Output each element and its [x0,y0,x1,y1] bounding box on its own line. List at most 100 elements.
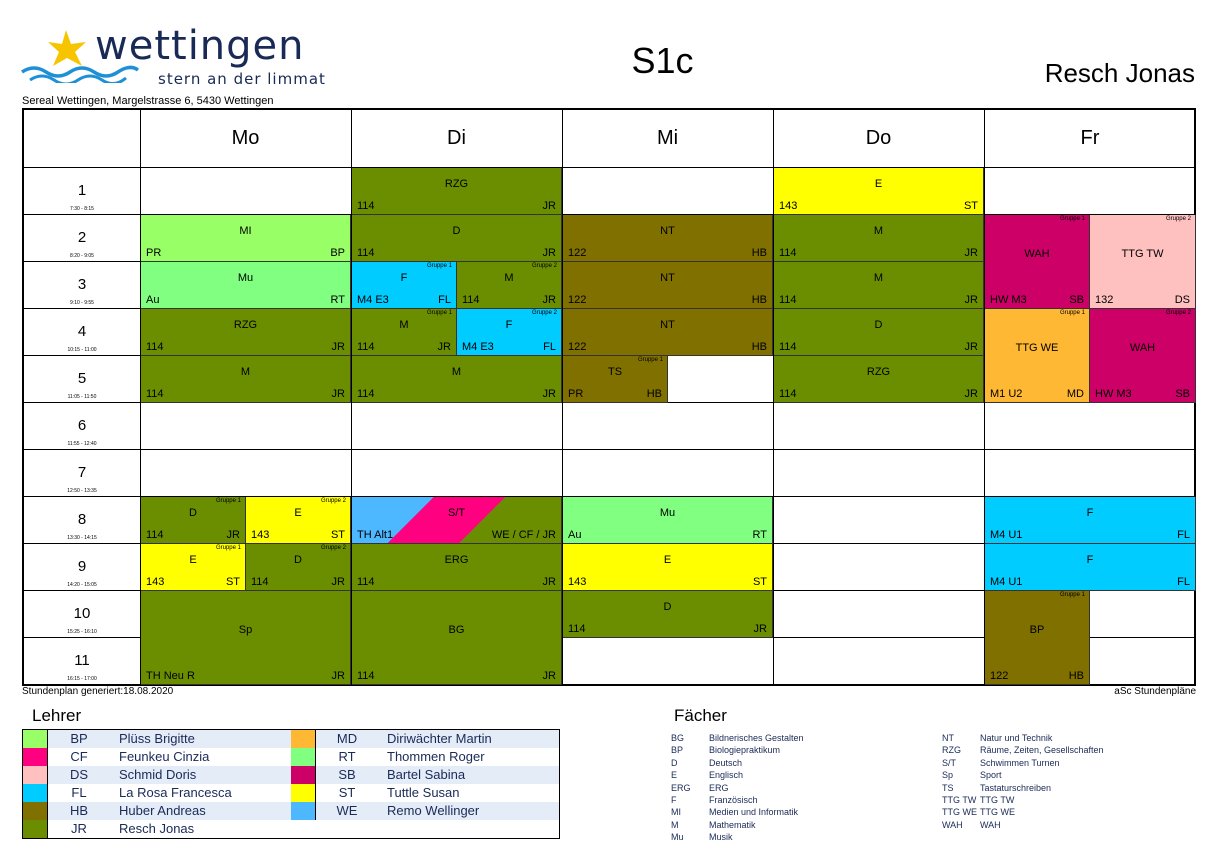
lesson-teacher: SB [1069,294,1084,306]
lesson-teacher: SB [1175,388,1190,400]
subject-code: F [671,795,677,805]
lesson-subject: D [663,601,672,613]
lesson-card[interactable]: Gruppe 2 D 114 JR [246,544,351,591]
period-cell: 5 11:05 - 11:50 [24,355,140,402]
lesson-teacher: JR [542,200,556,212]
lesson-subject: MI [239,225,252,237]
lesson-subject: Sp [238,624,253,636]
lesson-subject: TS [607,366,623,378]
lesson-card[interactable]: NT 122 HB [563,215,773,262]
lesson-card[interactable]: Gruppe 2 M 114 JR [457,262,562,309]
subject-code: BP [671,745,684,756]
lesson-teacher: ST [752,576,767,588]
lesson-card[interactable]: RZG 114 JR [141,309,351,356]
timetable-grid: Mo Di Mi Do Fr 1 7:30 - 8:15 2 8:20 - 9:05 3… [22,108,1196,686]
lesson-subject: RZG [866,366,891,378]
lesson-teacher: MD [1066,388,1084,400]
lesson-card[interactable]: Gruppe 1 M 114 JR [352,309,457,356]
lesson-room: 122 [990,670,1009,682]
lesson-card[interactable]: Gruppe 2 F M4 E3 FL [457,309,562,356]
lesson-subject: E [663,554,672,566]
lesson-card[interactable]: Gruppe 1 TS PR HB [563,356,668,403]
teacher-legend-row: CF Feunkeu Cinzia [23,748,291,766]
lesson-card[interactable]: Gruppe 2 E 143 ST [246,497,351,544]
subject-code: Mu [671,832,684,843]
lesson-teacher: FL [1177,576,1190,588]
subject-name: Natur und Technik [980,733,1053,743]
lesson-card[interactable]: RZG 114 JR [774,356,984,403]
lesson-card[interactable]: Mu Au RT [563,497,773,544]
lesson-card[interactable]: RZG 114 JR [352,168,562,215]
lesson-card[interactable]: M 114 JR [774,262,984,309]
period-time: 8:20 - 9:05 [70,253,94,259]
lesson-card[interactable]: Gruppe 1 WAH HW M3 SB [985,215,1090,309]
teacher-fullname: Diriwächter Martin [387,731,492,746]
lesson-room: 114 [462,294,480,306]
subject-name: Biologiepraktikum [709,745,781,756]
lesson-card[interactable]: ERG 114 JR [352,544,562,591]
period-cell: 9 14:20 - 15:05 [24,543,140,590]
lesson-room: 122 [568,341,587,353]
day-header-fr: Fr [1080,127,1100,149]
teacher-code: WE [336,803,358,818]
lesson-card[interactable]: Gruppe 1 F M4 E3 FL [352,262,457,309]
lesson-card[interactable]: MI PR BP [141,215,351,262]
lesson-card[interactable]: S/T TH Alt1 WE / CF / JR [352,497,562,544]
grid-column-line [140,110,141,684]
subject-code: RZG [942,745,961,756]
teacher-color-swatch [291,748,316,766]
lesson-card[interactable]: Gruppe 1 BP 122 HB [985,591,1090,685]
lesson-card[interactable]: NT 122 HB [563,262,773,309]
lesson-card[interactable]: Sp TH Neu R JR [141,591,351,685]
teacher-fullname: Feunkeu Cinzia [119,749,210,764]
lesson-teacher: FL [543,341,556,353]
lesson-card[interactable]: Gruppe 2 WAH HW M3 SB [1090,309,1196,403]
subject-code: TTG TW [942,795,977,805]
lesson-card[interactable]: E 143 ST [774,168,984,215]
subject-name: Musik [709,832,733,843]
lesson-card[interactable]: F M4 U1 FL [985,544,1196,591]
lesson-card[interactable]: Gruppe 1 TTG WE M1 U2 MD [985,309,1090,403]
group-label: Gruppe 2 [1165,216,1191,222]
lesson-card[interactable]: D 114 JR [774,309,984,356]
lesson-card[interactable]: F M4 U1 FL [985,497,1196,544]
lesson-card[interactable]: M 114 JR [774,215,984,262]
lesson-card[interactable]: BG 114 JR [352,591,562,685]
lesson-teacher: JR [542,670,556,682]
lesson-subject: F [400,272,408,284]
lesson-teacher: FL [438,294,451,306]
lesson-room: M4 U1 [990,576,1023,588]
lesson-card[interactable]: M 114 JR [141,356,351,403]
lesson-card[interactable]: Gruppe 1 D 114 JR [141,497,246,544]
group-label: Gruppe 1 [1059,216,1085,222]
lesson-room: 114 [357,200,375,212]
lesson-room: 114 [146,341,164,353]
lesson-card[interactable]: D 114 JR [563,591,773,638]
teacher-legend-row: ST Tuttle Susan [291,784,559,802]
lesson-teacher: JR [331,388,345,400]
lesson-card[interactable]: M 114 JR [352,356,562,403]
lesson-subject: E [874,178,883,190]
group-label: Gruppe 1 [426,310,452,316]
lesson-teacher: HB [751,294,767,306]
lesson-room: 122 [568,247,587,259]
lesson-subject: BP [1029,624,1045,636]
lesson-subject: E [294,507,302,519]
logo-wordmark: wettingen [95,23,305,69]
lesson-card[interactable]: Gruppe 1 E 143 ST [141,544,246,591]
lesson-card[interactable]: D 114 JR [352,215,562,262]
lesson-room: PR [146,247,162,259]
lesson-card[interactable]: Mu Au RT [141,262,351,309]
lesson-teacher: JR [331,576,345,588]
lesson-room: 114 [357,388,375,400]
teacher-legend-title: Lehrer [32,706,82,725]
subject-code: MI [671,807,681,818]
subject-name: Englisch [709,770,744,781]
lesson-room: 114 [779,341,797,353]
subject-code: Sp [942,770,954,781]
grid-column-line [984,110,985,684]
period-cell: 1 7:30 - 8:15 [24,167,140,214]
lesson-card[interactable]: E 143 ST [563,544,773,591]
lesson-card[interactable]: NT 122 HB [563,309,773,356]
lesson-card[interactable]: Gruppe 2 TTG TW 132 DS [1090,215,1196,309]
